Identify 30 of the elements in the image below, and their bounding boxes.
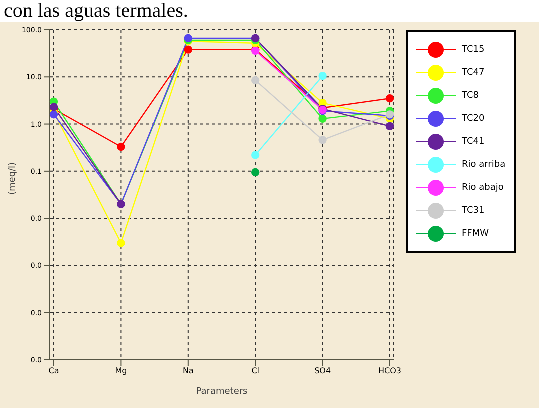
x-tick-label: Cl bbox=[252, 366, 260, 376]
point bbox=[252, 168, 260, 177]
point bbox=[184, 46, 192, 54]
x-axis-title: Parameters bbox=[196, 387, 248, 397]
point bbox=[386, 94, 394, 103]
point bbox=[386, 122, 394, 131]
x-tick-label: SO4 bbox=[314, 366, 332, 376]
legend-label: TC20 bbox=[462, 114, 485, 124]
legend-label: TC41 bbox=[462, 136, 485, 146]
point bbox=[318, 136, 327, 144]
legend-label: FFMW bbox=[462, 228, 490, 238]
legend-label: Rio abajo bbox=[462, 182, 504, 192]
x-tick-label: Ca bbox=[48, 366, 60, 376]
y-axis-title: (meq/l) bbox=[8, 162, 18, 195]
point bbox=[252, 76, 260, 85]
legend-label: TC8 bbox=[462, 90, 479, 100]
point bbox=[318, 114, 327, 124]
legend-label: TC47 bbox=[462, 68, 485, 78]
legend-label: TC15 bbox=[462, 44, 485, 54]
legend-label: TC31 bbox=[462, 206, 485, 216]
point bbox=[252, 151, 260, 160]
point bbox=[50, 110, 58, 119]
point bbox=[117, 239, 126, 248]
x-tick-label: HCO3 bbox=[378, 366, 402, 376]
point bbox=[117, 142, 126, 152]
text: con las aguas termales. bbox=[4, 0, 188, 22]
legend-label: Rio arriba bbox=[462, 160, 506, 170]
x-tick-label: Mg bbox=[115, 366, 128, 376]
x-tick-label: Na bbox=[182, 366, 194, 376]
point bbox=[318, 72, 327, 80]
